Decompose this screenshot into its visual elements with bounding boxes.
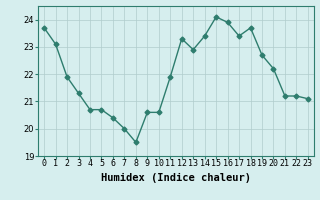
X-axis label: Humidex (Indice chaleur): Humidex (Indice chaleur) xyxy=(101,173,251,183)
